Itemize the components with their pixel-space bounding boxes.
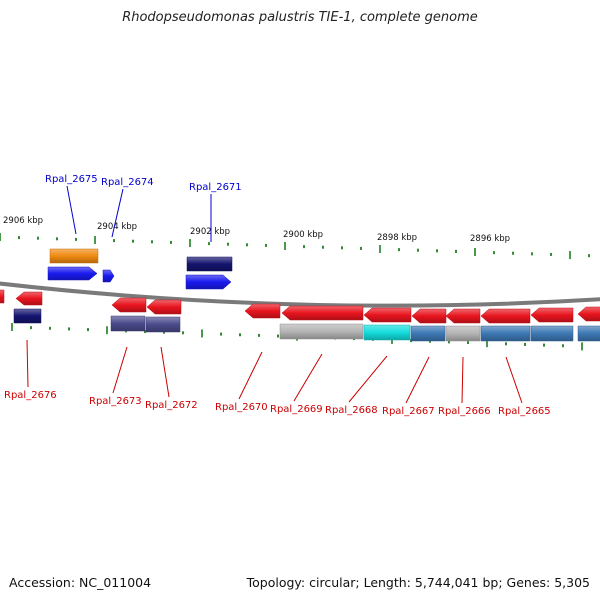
- gene-arrow: [411, 308, 447, 324]
- gene-arrow: [445, 308, 481, 324]
- label-leader-lines: [26, 185, 523, 404]
- gene-label-reverse: Rpal_2669: [270, 404, 323, 415]
- topology-text: Topology: circular; Length: 5,744,041 bp…: [246, 575, 590, 590]
- gene-arrow: [185, 274, 232, 290]
- gene-arrow: [186, 256, 233, 272]
- gene-arrow: [530, 307, 574, 323]
- gene-arrow: [15, 291, 43, 306]
- gene-arrow: [480, 308, 531, 324]
- gene-arrow: [145, 316, 181, 333]
- scale-label: 2900 kbp: [283, 230, 323, 240]
- gene-label-forward: Rpal_2675: [45, 174, 98, 185]
- gene-arrow: [49, 248, 99, 264]
- gene-label-reverse: Rpal_2667: [382, 406, 435, 417]
- label-leader: [348, 355, 388, 403]
- label-leader: [112, 346, 128, 394]
- gene-arrow: [480, 325, 531, 342]
- gene-label-forward: Rpal_2674: [101, 177, 154, 188]
- gene-arrow: [530, 325, 574, 342]
- gene-arrow: [279, 323, 364, 340]
- gene-arrow: [0, 289, 5, 304]
- gene-arrow: [13, 308, 42, 324]
- scale-label: 2898 kbp: [377, 233, 417, 243]
- scale-label: 2904 kbp: [97, 222, 137, 232]
- figure-title: Rhodopseudomonas palustris TIE-1, comple…: [122, 10, 478, 25]
- gene-arrow: [363, 307, 412, 323]
- gene-arrow: [146, 299, 182, 315]
- label-leader: [66, 185, 77, 235]
- genome-backbone: [0, 281, 600, 308]
- label-leader: [26, 339, 29, 388]
- gene-arrow: [445, 325, 481, 342]
- label-leader: [293, 353, 323, 402]
- label-leader: [238, 351, 263, 400]
- label-leader: [160, 346, 170, 398]
- gene-label-reverse: Rpal_2673: [89, 396, 142, 407]
- gene-arrow: [577, 325, 600, 342]
- scale-label: 2902 kbp: [190, 227, 230, 237]
- scale-label: 2906 kbp: [3, 216, 43, 226]
- gene-arrow: [281, 305, 364, 321]
- scale-labels: 2906 kbp 2904 kbp 2902 kbp 2900 kbp 2898 kbp…: [3, 216, 510, 244]
- gene-label-reverse: Rpal_2672: [145, 400, 198, 411]
- gene-label-reverse: Rpal_2670: [215, 402, 268, 413]
- gene-label-forward: Rpal_2671: [189, 182, 242, 193]
- gene-arrow: [111, 297, 147, 313]
- gene-label-reverse: Rpal_2676: [4, 390, 57, 401]
- gene-label-reverse: Rpal_2668: [325, 405, 378, 416]
- label-leader: [405, 356, 430, 404]
- gene-arrow: [363, 324, 411, 341]
- gene-arrow: [102, 269, 115, 283]
- gene-label-reverse: Rpal_2665: [498, 406, 551, 417]
- gene-arrow: [110, 315, 146, 332]
- gene-arrow: [47, 266, 98, 281]
- gene-arrow: [244, 303, 281, 319]
- scale-label: 2896 kbp: [470, 234, 510, 244]
- gene-label-reverse: Rpal_2666: [438, 406, 491, 417]
- gene-features: [0, 248, 600, 342]
- top-tick-row: [0, 233, 590, 260]
- label-leader: [461, 356, 464, 404]
- gene-arrow: [410, 325, 446, 342]
- forward-gene-labels: Rpal_2675 Rpal_2674 Rpal_2671: [45, 174, 242, 193]
- label-leader: [111, 188, 124, 238]
- accession-text: Accession: NC_011004: [9, 575, 152, 590]
- gene-arrow: [577, 306, 600, 322]
- label-leader: [505, 356, 523, 404]
